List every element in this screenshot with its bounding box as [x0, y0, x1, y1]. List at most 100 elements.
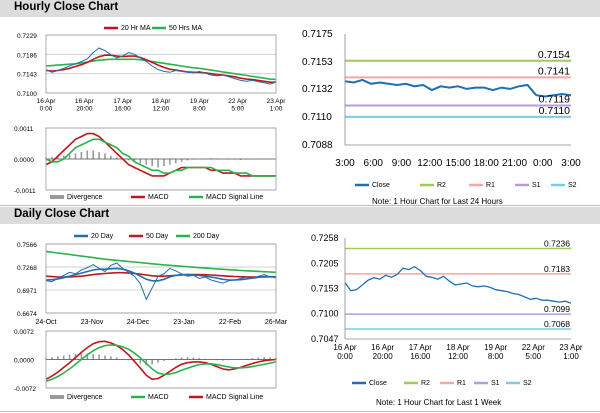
week-legend-s2-label: S2	[523, 380, 532, 387]
week-x-tick-label: 19 Apr 8:00	[484, 343, 507, 361]
hourly-macd-series-macd	[45, 132, 276, 177]
day24-level-label-r1: 0.7141	[538, 65, 570, 77]
daily-macd-frame	[45, 330, 277, 389]
daily-legend-20day-label: 20 Day	[91, 233, 114, 240]
hourly-close-x-tick-label: 23 Apr 1:00	[267, 98, 287, 113]
day24-legend-r1-label: R1	[486, 182, 495, 189]
day24-x-tick-label: 6:00	[364, 158, 384, 169]
hourly-macd-legend-macd-label: MACD	[148, 194, 169, 201]
day24-x-tick-label: 3:00	[561, 158, 581, 169]
day24-legend-s1-label: S1	[532, 182, 541, 189]
hourly-close-x-tick-label: 22 Apr 5:00	[228, 98, 248, 113]
daily-close-x-tick-label: 26-Mar	[265, 319, 288, 326]
daily-close-x-tick-label: 23-Jan	[173, 319, 195, 326]
week-legend-r1-label: R1	[457, 380, 466, 387]
daily-close-x-tick-label: 23-Nov	[81, 319, 104, 326]
day24-legend-r2-label: R2	[437, 182, 446, 189]
week-y-tick-label: 0.7153	[311, 283, 339, 293]
daily-close-series-20-day	[45, 267, 277, 282]
hourly-close-x-tick-label: 18 Apr 12:00	[152, 98, 172, 113]
day24-legend-close-label: Close	[372, 182, 390, 189]
day24-y-tick-label: 0.7088	[302, 140, 333, 151]
hourly-section-header: Hourly Close Chart	[0, 0, 600, 17]
day24-level-label-r2: 0.7154	[538, 49, 570, 61]
hourly-close-y-tick-label: 0.7229	[17, 33, 37, 40]
hourly-close-series-50-hrs-ma	[45, 58, 277, 81]
day24-y-tick-label: 0.7110	[302, 112, 332, 123]
daily-close-x-tick-label: 22-Feb	[219, 319, 241, 326]
hourly-macd-y-tick-label: 0.0000	[14, 157, 34, 164]
day24-y-tick-label: 0.7175	[302, 29, 333, 40]
day24-x-tick-label: 12:00	[417, 158, 442, 169]
week-x-tick-label: 22 Apr 5:00	[522, 343, 545, 361]
hourly-close-frame	[45, 34, 277, 94]
daily-macd-series-macd-signal-line	[45, 344, 277, 383]
day24-y-tick-label: 0.7132	[302, 84, 333, 95]
week-legend-r2-label: R2	[421, 380, 430, 387]
daily-close-series-close	[45, 262, 277, 301]
hourly-close-y-tick-label: 0.7100	[17, 91, 37, 98]
daily-legend-50day-label: 50 Day	[146, 233, 169, 240]
hourly-macd-frame	[45, 127, 277, 191]
hourly-legend-20hr-label: 20 Hr MA	[121, 25, 151, 32]
week-x-tick-label: 23 Apr 1:00	[559, 343, 582, 361]
hourly-24h-note: Note: 1 Hour Chart for Last 24 Hours	[372, 197, 503, 206]
day24-close-line	[344, 78, 572, 98]
hourly-macd-legend-signal-label: MACD Signal Line	[206, 194, 263, 201]
daily-macd-legend-divergence-label: Divergence	[67, 394, 103, 401]
week-level-label-s1: 0.7099	[544, 304, 570, 314]
daily-macd-legend-macd-label: MACD	[148, 394, 169, 401]
daily-macd-y-tick-label: 0.0072	[14, 329, 34, 336]
day24-legend-s2-label: S2	[568, 182, 577, 189]
section-divider	[0, 205, 600, 206]
daily-close-x-tick-label: 24-Dec	[127, 319, 150, 326]
daily-close-series-50-day	[45, 271, 277, 278]
weekly-note: Note: 1 Hour Chart for Last 1 Week	[376, 398, 502, 407]
week-x-tick-label: 17 Apr 16:00	[409, 343, 432, 361]
hourly-close-x-tick-label: 16 Apr 0:00	[37, 98, 57, 113]
daily-close-y-tick-label: 0.6971	[17, 288, 37, 295]
week-close-line	[344, 265, 572, 304]
week-level-label-r1: 0.7183	[544, 264, 570, 274]
hourly-close-series-20-hr-ma	[45, 54, 276, 83]
day24-x-tick-label: 18:00	[474, 158, 499, 169]
hourly-close-series-close	[45, 47, 277, 85]
daily-close-y-tick-label: 0.6674	[17, 311, 37, 318]
daily-macd-legend-divergence-swatch	[50, 395, 64, 399]
hourly-macd-y-tick-label: 0.0011	[14, 126, 34, 133]
bottom-divider	[0, 411, 600, 412]
week-x-tick-label: 18 Apr 12:00	[446, 343, 469, 361]
week-level-label-s2: 0.7068	[544, 319, 570, 329]
day24-y-tick-label: 0.7153	[302, 57, 333, 68]
hourly-close-y-tick-label: 0.7143	[17, 72, 37, 79]
hourly-legend-50hrs-label: 50 Hrs MA	[169, 25, 202, 32]
daily-macd-y-tick-label: -0.0072	[14, 386, 36, 393]
day24-x-tick-label: 0:00	[533, 158, 553, 169]
daily-macd-legend-signal-label: MACD Signal Line	[206, 394, 263, 401]
hourly-close-x-tick-label: 16 Apr 20:00	[75, 98, 95, 113]
daily-close-series-200-day	[45, 250, 277, 274]
week-x-tick-label: 16 Apr 0:00	[333, 343, 356, 361]
daily-legend-200day-label: 200 Day	[193, 233, 220, 240]
daily-section-header: Daily Close Chart	[0, 207, 600, 224]
daily-macd-y-tick-label: 0.0000	[14, 358, 34, 365]
day24-level-label-s2: 0.7110	[539, 105, 570, 117]
week-legend-close-label: Close	[369, 380, 387, 387]
daily-close-y-tick-label: 0.7268	[17, 265, 37, 272]
day24-level-label-s1: 0.7119	[539, 93, 570, 105]
daily-close-y-tick-label: 0.7566	[17, 242, 37, 249]
daily-close-frame	[45, 243, 277, 314]
week-x-tick-label: 16 Apr 20:00	[371, 343, 394, 361]
hourly-macd-y-tick-label: -0.0011	[14, 188, 36, 195]
hourly-section-title: Hourly Close Chart	[14, 1, 119, 13]
week-legend-s1-label: S1	[491, 380, 500, 387]
hourly-close-x-tick-label: 17 Apr 16:00	[113, 98, 133, 113]
day24-x-tick-label: 15:00	[445, 158, 470, 169]
day24-x-tick-label: 9:00	[392, 158, 412, 169]
daily-section-title: Daily Close Chart	[14, 208, 110, 220]
hourly-close-y-tick-label: 0.7186	[17, 52, 37, 59]
week-level-label-r2: 0.7236	[544, 239, 570, 249]
day24-x-tick-label: 21:00	[502, 158, 527, 169]
hourly-macd-legend-divergence-swatch	[50, 195, 64, 199]
week-y-tick-label: 0.7100	[311, 309, 339, 319]
